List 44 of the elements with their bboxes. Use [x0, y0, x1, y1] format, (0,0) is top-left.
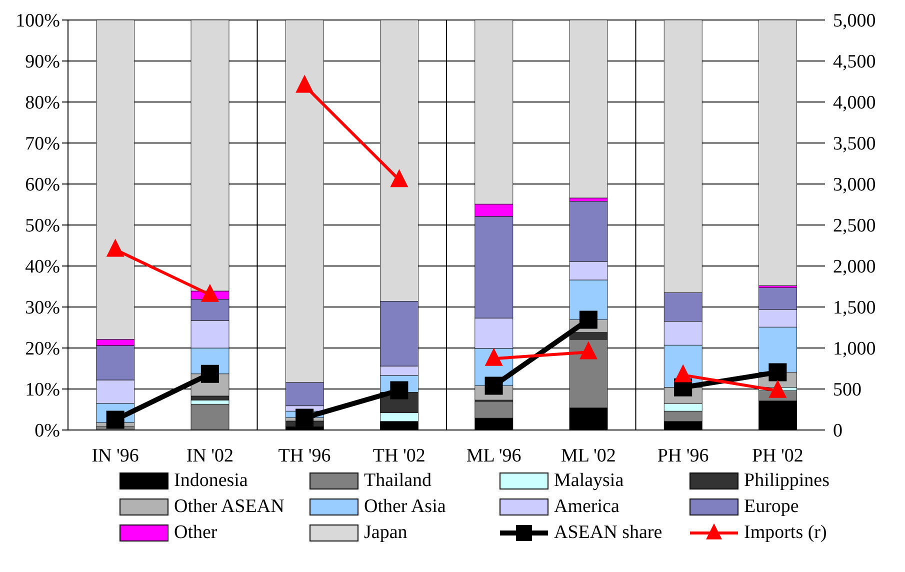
x-tick-label: ML '96: [466, 445, 522, 466]
legend-label: Other Asia: [364, 496, 446, 518]
x-tick-label: IN '02: [186, 445, 234, 466]
legend-label: Japan: [364, 522, 408, 544]
legend-label: ASEAN share: [554, 522, 662, 544]
legend-label: Thailand: [364, 470, 432, 492]
y2-tick-label: 500: [833, 380, 862, 401]
y2-tick-label: 1,000: [833, 338, 876, 360]
y2-tick-label: 4,000: [833, 92, 876, 114]
y2-tick-label: 4,500: [833, 52, 876, 73]
legend-label: America: [554, 496, 620, 518]
y-tick-label: 70%: [25, 134, 60, 155]
y-tick-label: 40%: [25, 256, 60, 278]
y-tick-label: 0%: [34, 420, 60, 442]
x-tick-label: ML '02: [560, 445, 616, 466]
x-tick-label: TH '96: [278, 445, 331, 466]
legend-label: Europe: [744, 496, 799, 518]
legend-label: Other: [174, 522, 218, 544]
y2-tick-label: 5,000: [833, 10, 876, 32]
point: [296, 74, 314, 93]
legend-label: Philippines: [744, 470, 830, 492]
y-tick-label: 30%: [25, 298, 60, 319]
y2-tick-label: 1,500: [833, 298, 876, 319]
y-tick-label: 100%: [16, 10, 60, 32]
y2-tick-label: 3,000: [833, 174, 876, 196]
point: [106, 238, 124, 257]
x-tick-label: TH '02: [372, 445, 426, 466]
x-tick-label: PH '02: [752, 445, 804, 466]
y2-tick-label: 0: [833, 420, 842, 442]
y-tick-label: 20%: [25, 338, 60, 360]
legend-label: Imports (r): [744, 522, 827, 544]
y2-tick-label: 2,000: [833, 256, 876, 278]
y2-tick-label: 2,500: [833, 216, 876, 237]
y-tick-label: 90%: [25, 52, 60, 73]
y-tick-label: 80%: [25, 92, 60, 114]
legend-label: Indonesia: [174, 470, 248, 492]
x-tick-label: PH '96: [657, 445, 709, 466]
legend-label: Malaysia: [554, 470, 624, 492]
legend-label: Other ASEAN: [174, 496, 284, 518]
x-tick-label: IN '96: [92, 445, 139, 466]
y-tick-label: 10%: [25, 380, 60, 401]
y-tick-label: 60%: [25, 174, 60, 196]
y-tick-label: 50%: [25, 216, 60, 237]
y2-tick-label: 3,500: [833, 134, 876, 155]
